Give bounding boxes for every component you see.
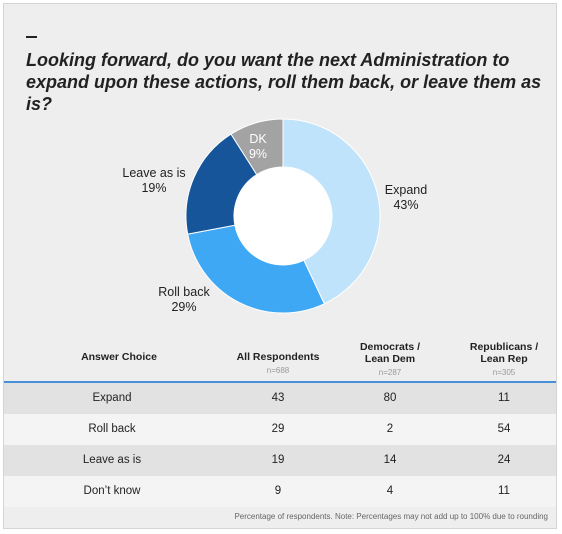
cell-dem: 14 <box>383 454 397 466</box>
table-row: Leave as is 19 14 24 <box>4 445 556 476</box>
header-dem-n: n=287 <box>378 368 402 377</box>
cell-rep: 54 <box>497 423 511 435</box>
footnote: Percentage of respondents. Note: Percent… <box>234 512 548 521</box>
cell-choice: Expand <box>92 392 132 404</box>
slice-value-expand: 43% <box>393 198 418 212</box>
header-republicans: Republicans / Lean Rep n=305 <box>459 341 549 379</box>
chart-card: Looking forward, do you want the next Ad… <box>3 3 557 529</box>
cell-all: 43 <box>271 392 285 404</box>
header-rep-n: n=305 <box>492 368 516 377</box>
header-all-n: n=688 <box>266 366 290 375</box>
title-dash <box>26 36 37 38</box>
cell-rep: 11 <box>498 485 510 497</box>
chart-title: Looking forward, do you want the next Ad… <box>26 50 542 114</box>
cell-all: 29 <box>271 423 285 435</box>
table-row: Don’t know 9 4 11 <box>4 476 556 507</box>
header-answer-choice: Answer Choice <box>81 351 157 363</box>
slice-value-roll-back: 29% <box>171 300 196 314</box>
table-row: Roll back 29 2 54 <box>4 414 556 445</box>
slice-label-expand: Expand <box>385 183 427 197</box>
donut-slice-expand <box>282 118 381 305</box>
cell-dem: 2 <box>386 423 394 435</box>
donut-slice-roll-back <box>187 224 325 314</box>
slice-label-dk: DK <box>249 132 267 146</box>
slice-value-dk: 9% <box>249 147 267 161</box>
cell-all: 19 <box>271 454 285 466</box>
header-rule <box>4 381 556 383</box>
header-all-respondents: All Respondents n=688 <box>218 351 338 377</box>
table-row: Expand 43 80 11 <box>4 383 556 414</box>
slice-label-leave-as-is: Leave as is <box>122 166 185 180</box>
cell-rep: 11 <box>498 392 510 404</box>
cell-dem: 4 <box>386 485 394 497</box>
donut-hole <box>234 167 332 265</box>
cell-choice: Don’t know <box>83 485 141 497</box>
slice-label-roll-back: Roll back <box>158 285 210 299</box>
cell-choice: Leave as is <box>82 454 142 466</box>
slice-value-leave-as-is: 19% <box>141 181 166 195</box>
donut-slice-dk <box>230 118 284 176</box>
cell-dem: 80 <box>383 392 397 404</box>
cell-all: 9 <box>274 485 282 497</box>
cell-choice: Roll back <box>88 423 136 435</box>
header-democrats: Democrats / Lean Dem n=287 <box>348 341 432 379</box>
cell-rep: 24 <box>497 454 511 466</box>
